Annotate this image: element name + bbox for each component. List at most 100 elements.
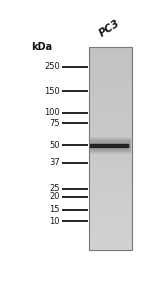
Bar	[88, 51, 132, 52]
Bar	[88, 128, 132, 129]
Bar	[88, 145, 132, 146]
Bar	[88, 183, 132, 184]
Bar	[88, 207, 132, 208]
Bar	[88, 242, 132, 244]
Bar	[88, 111, 132, 112]
Text: 150: 150	[44, 87, 60, 96]
Bar	[88, 245, 132, 246]
Bar	[88, 213, 132, 214]
Bar	[88, 197, 132, 198]
Bar	[88, 229, 132, 230]
Bar	[88, 70, 132, 71]
Bar	[88, 119, 132, 120]
Bar	[88, 108, 132, 109]
Text: 20: 20	[50, 192, 60, 201]
Bar	[88, 214, 132, 215]
Text: PC3: PC3	[98, 18, 122, 39]
Bar	[88, 248, 132, 249]
Bar	[88, 249, 132, 250]
Bar	[88, 218, 132, 219]
Bar	[88, 133, 132, 134]
Bar	[88, 109, 132, 110]
Bar	[88, 80, 132, 81]
Bar	[88, 168, 132, 170]
Bar	[88, 187, 132, 188]
Bar	[88, 113, 132, 114]
Bar	[88, 60, 132, 61]
Bar	[88, 124, 132, 125]
Bar	[88, 164, 132, 166]
Text: 250: 250	[44, 62, 60, 71]
Bar	[88, 178, 132, 179]
Bar	[88, 123, 132, 124]
Bar	[88, 219, 132, 220]
Bar	[88, 205, 132, 206]
Bar	[88, 75, 132, 76]
Bar	[88, 184, 132, 185]
Bar	[88, 49, 132, 50]
Bar	[88, 79, 132, 80]
Bar	[88, 226, 132, 227]
Bar	[88, 170, 132, 172]
Bar	[88, 69, 132, 70]
Bar	[88, 105, 132, 106]
Bar	[88, 149, 132, 150]
Bar	[88, 77, 132, 78]
Bar	[88, 153, 132, 154]
Bar	[88, 71, 132, 72]
Bar	[88, 188, 132, 189]
Bar	[88, 85, 132, 86]
Bar	[88, 194, 132, 195]
Bar	[88, 90, 132, 91]
Bar	[88, 53, 132, 54]
Bar	[88, 78, 132, 79]
Bar	[88, 73, 132, 74]
Bar	[88, 230, 132, 231]
Bar	[88, 62, 132, 63]
Bar	[88, 107, 132, 108]
Bar	[88, 127, 132, 128]
Bar	[88, 223, 132, 224]
Bar	[88, 139, 132, 140]
Bar	[88, 102, 132, 103]
Bar	[88, 125, 132, 126]
Bar	[88, 114, 132, 115]
Bar	[88, 143, 132, 144]
Bar	[88, 198, 132, 199]
Bar	[88, 191, 132, 192]
Bar	[88, 246, 132, 247]
Bar	[88, 55, 132, 56]
Bar	[88, 150, 132, 151]
Bar	[88, 234, 132, 236]
Bar	[88, 68, 132, 69]
Bar	[88, 193, 132, 194]
Bar	[88, 52, 132, 53]
Bar	[88, 132, 132, 133]
Bar	[88, 185, 132, 186]
Text: 15: 15	[50, 205, 60, 214]
Bar	[88, 138, 132, 139]
Bar	[88, 208, 132, 209]
Bar	[88, 87, 132, 88]
Text: kDa: kDa	[32, 42, 52, 52]
Bar	[88, 89, 132, 90]
Bar	[88, 224, 132, 225]
Bar	[88, 158, 132, 159]
Bar	[88, 110, 132, 111]
Bar	[88, 93, 132, 94]
Bar	[88, 116, 132, 117]
Bar	[88, 140, 132, 141]
Bar	[88, 221, 132, 222]
Bar	[88, 231, 132, 232]
Bar	[88, 200, 132, 201]
Bar	[88, 211, 132, 212]
Bar	[88, 141, 132, 142]
Bar	[88, 118, 132, 119]
Bar	[88, 232, 132, 234]
Bar	[88, 57, 132, 58]
Bar	[88, 172, 132, 173]
Bar	[88, 228, 132, 229]
Bar	[88, 159, 132, 160]
Bar	[88, 157, 132, 158]
Bar	[88, 247, 132, 248]
